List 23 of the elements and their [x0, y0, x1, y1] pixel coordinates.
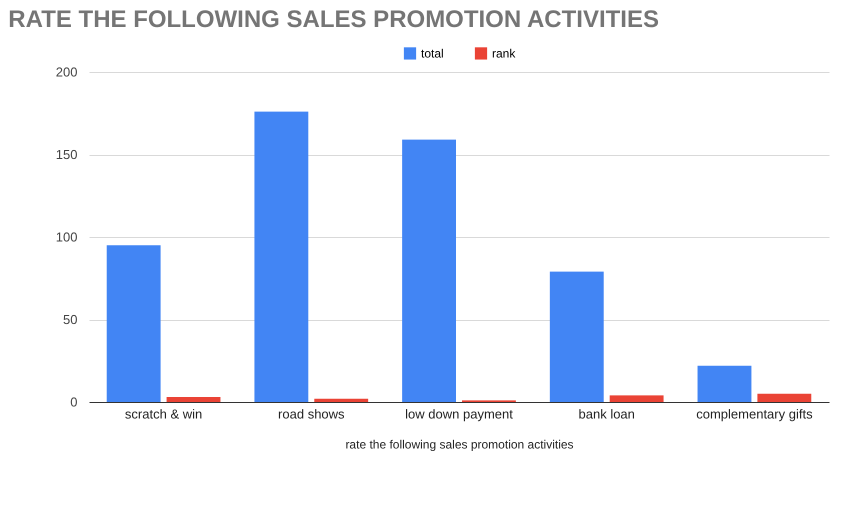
- y-tick-label: 100: [56, 230, 78, 244]
- legend-label: total: [421, 46, 444, 60]
- y-tick-label: 50: [63, 312, 78, 327]
- bar: [254, 112, 308, 402]
- x-tick-label: low down payment: [405, 406, 514, 422]
- bar: [402, 140, 456, 402]
- y-tick-label: 200: [56, 64, 78, 80]
- bar: [550, 272, 604, 402]
- bar: [166, 397, 220, 402]
- bar: [610, 395, 664, 402]
- bar: [757, 394, 812, 402]
- x-tick-label: scratch & win: [124, 406, 202, 422]
- bar: [698, 366, 752, 402]
- y-tick-label: 0: [70, 394, 78, 410]
- bar: [106, 245, 161, 402]
- bar: [314, 398, 368, 402]
- x-tick-label: complementary gifts: [696, 406, 814, 422]
- legend-label: rank: [492, 46, 516, 60]
- x-axis-title: rate the following sales promotion activities: [345, 438, 574, 452]
- y-tick-label: 150: [56, 147, 78, 162]
- chart-title: RATE THE FOLLOWING SALES PROMOTION ACTIVITIES: [8, 6, 659, 33]
- x-tick-label: bank loan: [578, 406, 635, 422]
- x-tick-label: road shows: [278, 406, 346, 422]
